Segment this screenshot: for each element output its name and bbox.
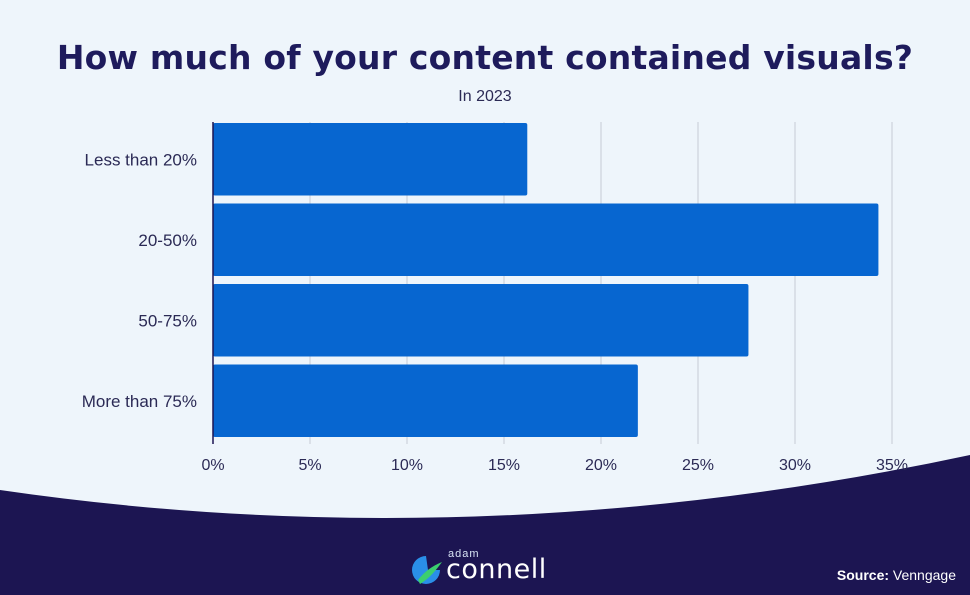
category-labels: Less than 20% 20-50% 50-75% More than 75% (82, 150, 197, 411)
brand-logo: adam connell (408, 548, 568, 590)
logo-text-small: adam (448, 548, 480, 560)
source-value: Venngage (892, 567, 956, 583)
x-tick-label: 25% (682, 457, 714, 474)
category-label: 20-50% (138, 231, 197, 250)
bar (213, 364, 638, 437)
x-tick-label: 30% (779, 457, 811, 474)
x-axis-ticks: 0% 5% 10% 15% 20% 25% 30% 35% (201, 457, 908, 474)
bar (213, 123, 528, 196)
bar (213, 203, 879, 276)
source-label: Source: (836, 567, 890, 583)
x-tick-label: 15% (488, 457, 520, 474)
x-tick-label: 35% (876, 457, 908, 474)
x-tick-label: 5% (298, 457, 321, 474)
footer-band (0, 455, 970, 595)
bars (213, 123, 879, 437)
x-tick-label: 10% (391, 457, 423, 474)
chart-subtitle: In 2023 (458, 88, 512, 105)
x-tick-label: 0% (201, 457, 224, 474)
category-label: 50-75% (138, 311, 197, 330)
source-credit: Source: Venngage (837, 567, 956, 583)
x-tick-label: 20% (585, 457, 617, 474)
logo-mark-icon (412, 556, 442, 584)
bar (213, 284, 749, 357)
category-label: More than 75% (82, 392, 197, 411)
category-label: Less than 20% (85, 150, 197, 169)
chart-title: How much of your content contained visua… (56, 38, 914, 77)
logo-text-large: connell (446, 554, 547, 585)
